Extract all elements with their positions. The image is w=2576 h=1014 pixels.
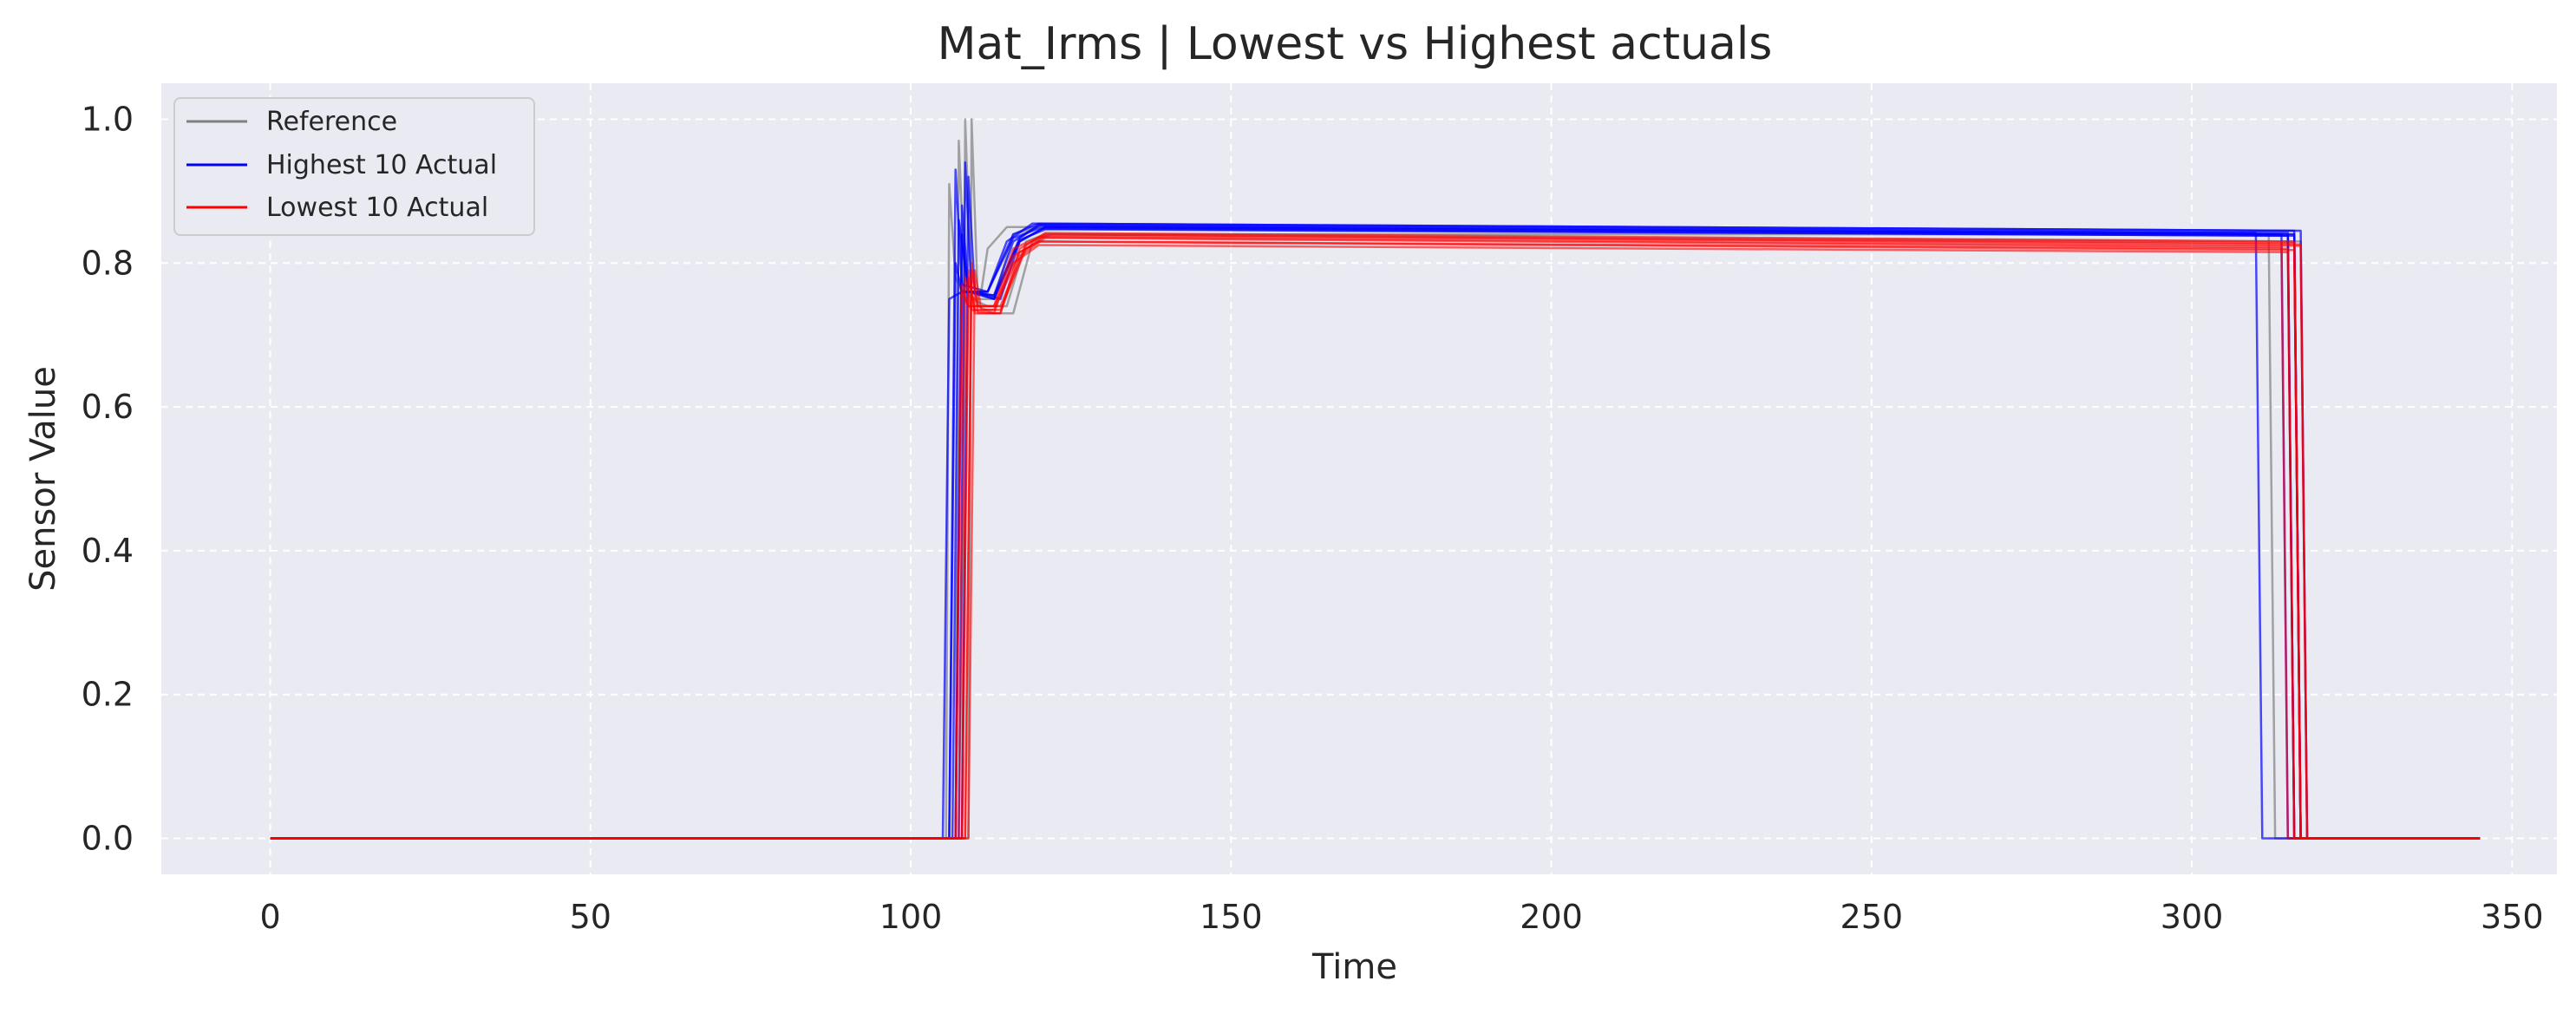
x-tick-label: 50 <box>570 898 611 936</box>
chart-title: Mat_Irms | Lowest vs Highest actuals <box>938 18 1773 70</box>
x-tick-label: 250 <box>1840 898 1904 936</box>
x-tick-label: 300 <box>2161 898 2224 936</box>
x-tick-label: 0 <box>259 898 280 936</box>
x-axis-ticks: 0 50 100 150 200 250 300 350 <box>259 898 2543 936</box>
y-axis-label: Sensor Value <box>23 366 63 592</box>
legend-label-highest: Highest 10 Actual <box>266 150 497 180</box>
grid <box>161 83 2557 874</box>
legend-box <box>173 97 535 236</box>
series-line <box>270 232 2481 840</box>
series-layer <box>270 118 2481 840</box>
y-tick-label: 1.0 <box>82 100 134 138</box>
plot-background <box>161 83 2557 874</box>
y-tick-label: 0.8 <box>82 244 134 282</box>
series-line <box>270 219 2481 840</box>
legend-label-lowest: Lowest 10 Actual <box>266 193 488 223</box>
legend-label-reference: Reference <box>266 107 397 137</box>
series-line <box>270 240 2481 840</box>
y-tick-label: 0.2 <box>82 676 134 714</box>
series-line <box>270 236 2481 840</box>
y-tick-label: 0.0 <box>82 820 134 858</box>
x-tick-label: 350 <box>2481 898 2544 936</box>
x-tick-label: 150 <box>1200 898 1263 936</box>
x-axis-label: Time <box>1311 947 1397 987</box>
x-tick-label: 200 <box>1520 898 1583 936</box>
legend: Reference Highest 10 Actual Lowest 10 Ac… <box>173 97 535 236</box>
y-tick-label: 0.4 <box>82 532 134 570</box>
y-axis-ticks: 0.0 0.2 0.4 0.6 0.8 1.0 <box>82 100 134 857</box>
series-lowest-10-actual <box>270 232 2481 840</box>
x-tick-label: 100 <box>879 898 943 936</box>
y-tick-label: 0.6 <box>82 388 134 426</box>
